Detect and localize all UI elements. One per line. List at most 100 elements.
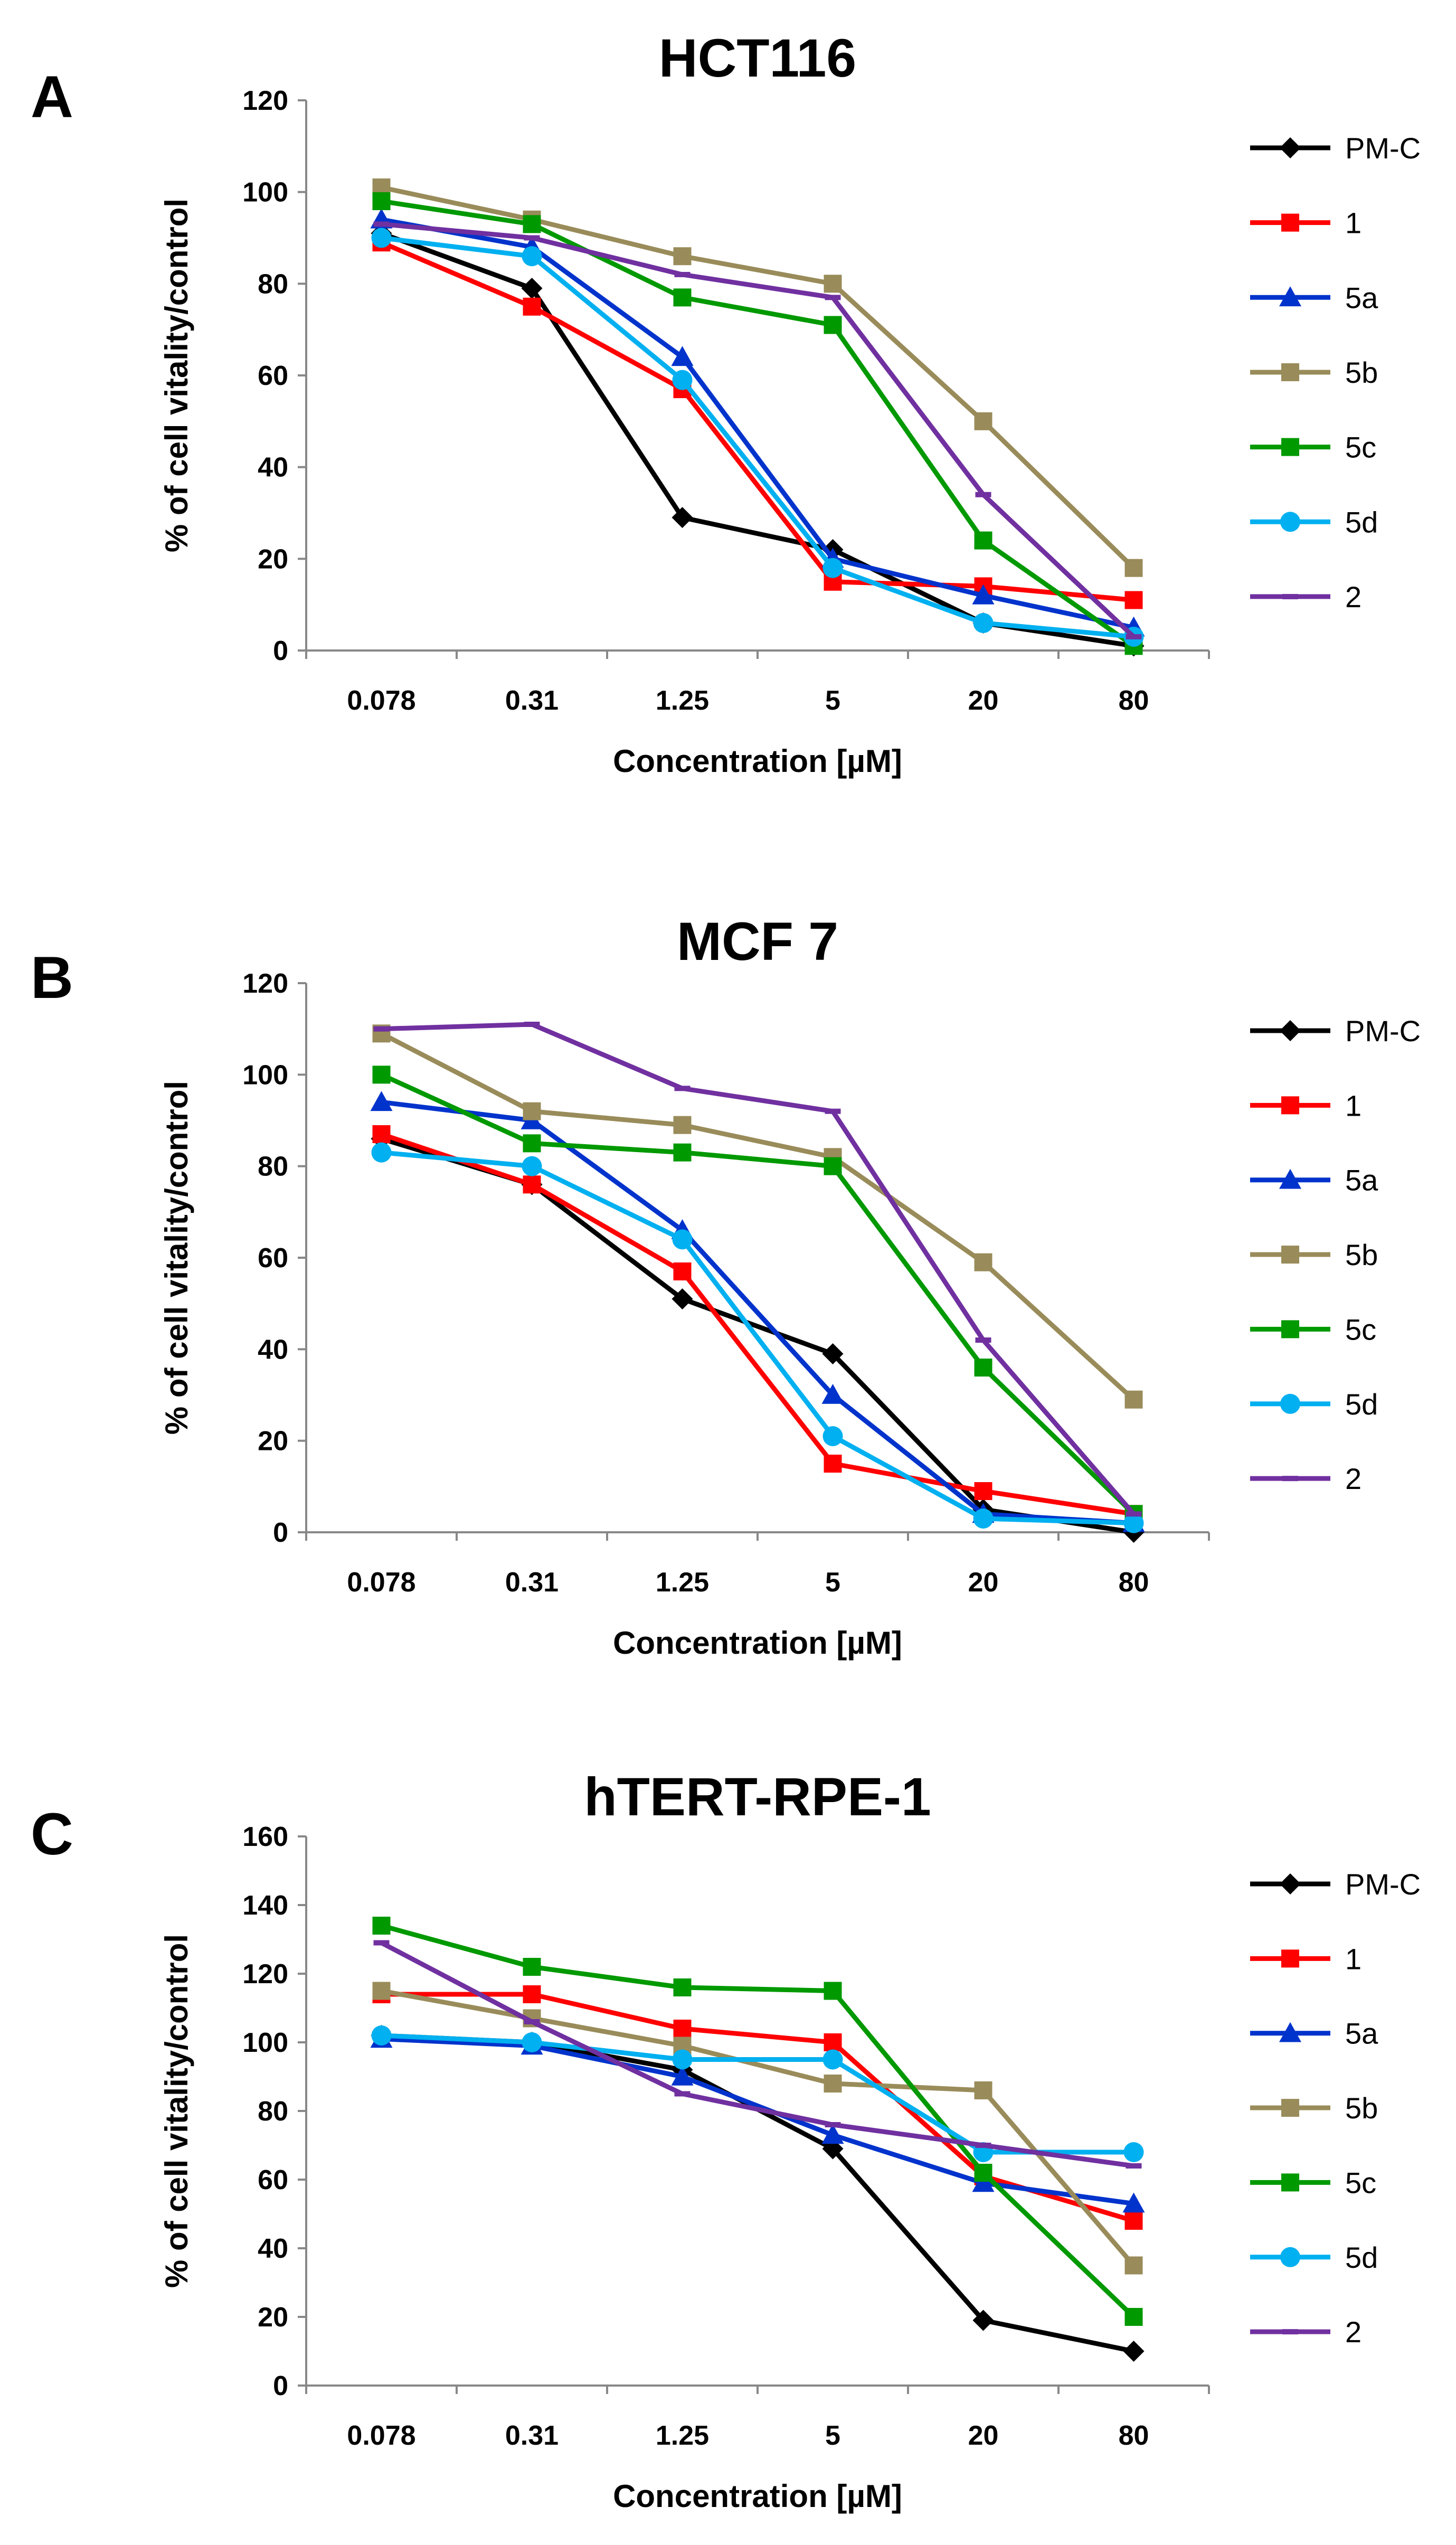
x-tick-label: 0.078 (347, 1567, 415, 1598)
y-tick-label: 160 (242, 1822, 288, 1852)
panel-letter: B (31, 945, 73, 1011)
data-point (822, 1426, 843, 1446)
series-line (381, 1022, 1136, 1516)
data-point (1123, 2142, 1144, 2162)
series-5b (372, 1024, 1143, 1409)
data-point (523, 215, 541, 233)
data-point (524, 2019, 540, 2024)
y-tick-label: 80 (258, 269, 288, 299)
panel-letter: A (31, 64, 73, 130)
series-line (381, 1923, 1136, 2319)
data-point (1124, 1390, 1143, 1409)
y-tick-label: 0 (273, 2371, 288, 2401)
series-line (381, 1150, 1134, 1526)
data-point (822, 558, 843, 578)
series-2 (373, 221, 1142, 639)
legend-marker (1279, 2022, 1301, 2042)
series-line (381, 199, 1136, 648)
legend-item-5c: 5c (1250, 2166, 1376, 2199)
data-point (1124, 559, 1143, 577)
data-point (972, 2310, 994, 2331)
legend-item-5b: 5b (1250, 2091, 1378, 2125)
legend-item-pm-c: PM-C (1250, 1014, 1421, 1048)
legend-label: 1 (1345, 1089, 1362, 1122)
legend-label: 5d (1345, 1388, 1378, 1421)
data-point (975, 492, 991, 497)
x-tick-label: 1.25 (656, 1567, 709, 1598)
legend-label: 5b (1345, 2091, 1378, 2125)
legend-marker (1280, 137, 1301, 158)
series-line (381, 1099, 1134, 1526)
data-point (673, 247, 692, 266)
data-point (372, 1125, 391, 1143)
x-axis-title: Concentration [µM] (613, 1625, 902, 1661)
x-tick-label: 5 (825, 685, 840, 716)
y-tick-label: 100 (242, 177, 288, 208)
data-point (371, 1142, 392, 1163)
legend-item-5d: 5d (1250, 505, 1378, 539)
data-point (372, 1917, 391, 1935)
legend-item-5c: 5c (1250, 1313, 1376, 1346)
data-point (1126, 1511, 1142, 1517)
data-point (1122, 2192, 1145, 2213)
series-2 (373, 1940, 1142, 2169)
data-point (370, 1091, 393, 1111)
y-tick-label: 100 (242, 1060, 288, 1090)
data-point (371, 228, 392, 248)
data-point (1124, 2308, 1143, 2326)
data-point (821, 2124, 844, 2144)
data-point (822, 1343, 844, 1364)
legend-marker (1280, 2247, 1300, 2267)
data-point (1124, 591, 1143, 609)
chart-panel-b: B MCF 7 0 20 40 60 80 100 120 0.078 0.31 1.25 5 20 80 C… (31, 911, 1421, 1661)
series-line (381, 2037, 1134, 2206)
legend-label: PM-C (1345, 131, 1421, 165)
legend-label: PM-C (1345, 1014, 1421, 1048)
series-2 (373, 1022, 1142, 1517)
legend-item-2: 2 (1250, 580, 1362, 614)
legend-item-5b: 5b (1250, 356, 1378, 389)
series-pm-c (371, 2025, 1145, 2362)
data-point (1124, 2212, 1143, 2230)
legend-item-pm-c: PM-C (1250, 131, 1421, 165)
series-line (381, 221, 1136, 639)
data-point (972, 2172, 995, 2192)
data-point (373, 1026, 390, 1032)
series-1 (372, 233, 1143, 609)
legend-label: 2 (1345, 1462, 1362, 1495)
legend-marker (1279, 286, 1301, 307)
data-point (974, 2081, 992, 2099)
data-point (821, 1384, 844, 1404)
legend-marker (1281, 1246, 1299, 1264)
series-line (380, 231, 1134, 648)
data-point (521, 278, 543, 299)
legend-item-5d: 5d (1250, 2241, 1378, 2274)
series-line (381, 235, 1134, 639)
data-point (522, 1156, 542, 1176)
y-tick-label: 60 (258, 361, 288, 391)
legend-marker (1282, 2329, 1298, 2335)
series-5a (370, 2028, 1145, 2213)
legend-marker (1280, 1873, 1301, 1894)
data-point (1124, 2256, 1143, 2275)
data-point (1126, 634, 1142, 639)
legend-item-5a: 5a (1250, 1164, 1378, 1197)
series-line (380, 1072, 1136, 1516)
series-line (380, 1031, 1136, 1401)
panel-letter: C (31, 1801, 73, 1867)
data-point (523, 1175, 541, 1194)
data-point (1123, 1513, 1144, 1533)
series-line (380, 240, 1134, 602)
series-line (380, 1940, 1134, 2169)
legend-marker (1281, 363, 1299, 381)
data-point (972, 584, 995, 605)
data-point (825, 2122, 841, 2127)
data-point (974, 1482, 992, 1500)
data-point (974, 412, 992, 430)
series-line (381, 1992, 1134, 2223)
data-point (975, 2143, 991, 2148)
data-point (372, 1982, 391, 2000)
legend-marker (1279, 1168, 1301, 1189)
series-5d (371, 2025, 1144, 2162)
data-point (524, 235, 540, 241)
